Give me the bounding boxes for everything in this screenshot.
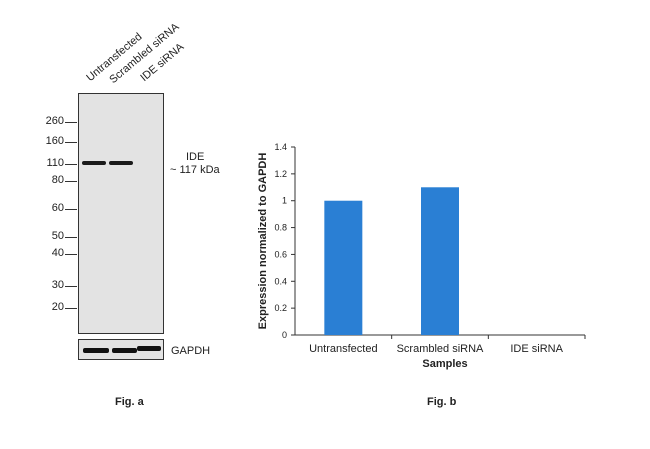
x-tick-label: Scrambled siRNA (397, 343, 484, 355)
bar-scrambled-sirna (421, 187, 459, 335)
gapdh-band-scrambled-sirna (112, 348, 137, 353)
mw-tick (65, 181, 77, 182)
mw-marker-160: 160 (45, 135, 64, 147)
gapdh-band-untransfected (83, 348, 109, 353)
y-tick-label: 0 (282, 330, 287, 340)
mw-marker-20: 20 (51, 301, 64, 313)
mw-tick (65, 122, 77, 123)
gapdh-blot-membrane (78, 339, 164, 360)
y-tick-label: 0.8 (274, 223, 287, 233)
fig-a-caption: Fig. a (115, 396, 144, 408)
mw-tick (65, 254, 77, 255)
mw-tick (65, 164, 77, 165)
mw-marker-110: 110 (46, 157, 64, 169)
x-tick-label: Untransfected (309, 343, 377, 355)
mw-marker-30: 30 (51, 279, 64, 291)
mw-marker-50: 50 (51, 230, 64, 242)
y-axis-title: Expression normalized to GAPDH (257, 153, 269, 330)
mw-tick (65, 237, 77, 238)
mw-tick (65, 308, 77, 309)
ide-blot-membrane (78, 93, 164, 334)
mw-marker-40: 40 (51, 247, 64, 259)
mw-tick (65, 142, 77, 143)
loading-control-label: GAPDH (171, 345, 211, 357)
mw-marker-80: 80 (51, 174, 64, 186)
x-tick-label: IDE siRNA (510, 343, 563, 355)
mw-tick (65, 286, 77, 287)
target-size-label: ~ 117 kDa (170, 164, 220, 176)
y-tick-label: 0.2 (274, 303, 287, 313)
x-axis-title: Samples (422, 358, 467, 370)
mw-marker-260: 260 (45, 115, 64, 127)
mw-marker-60: 60 (51, 202, 64, 214)
y-tick-label: 0.4 (274, 276, 287, 286)
y-tick-label: 1.4 (274, 142, 287, 152)
target-name-label: IDE (186, 151, 205, 163)
bar-untransfected (324, 200, 363, 335)
y-tick-label: 0.6 (274, 249, 287, 259)
ide-band-untransfected (82, 161, 106, 165)
ide-band-scrambled-sirna (109, 161, 133, 165)
y-tick-label: 1 (282, 196, 287, 206)
gapdh-band-ide-sirna (137, 346, 161, 351)
y-tick-label: 1.2 (274, 169, 287, 179)
fig-b-caption: Fig. b (427, 396, 457, 408)
mw-tick (65, 209, 77, 210)
